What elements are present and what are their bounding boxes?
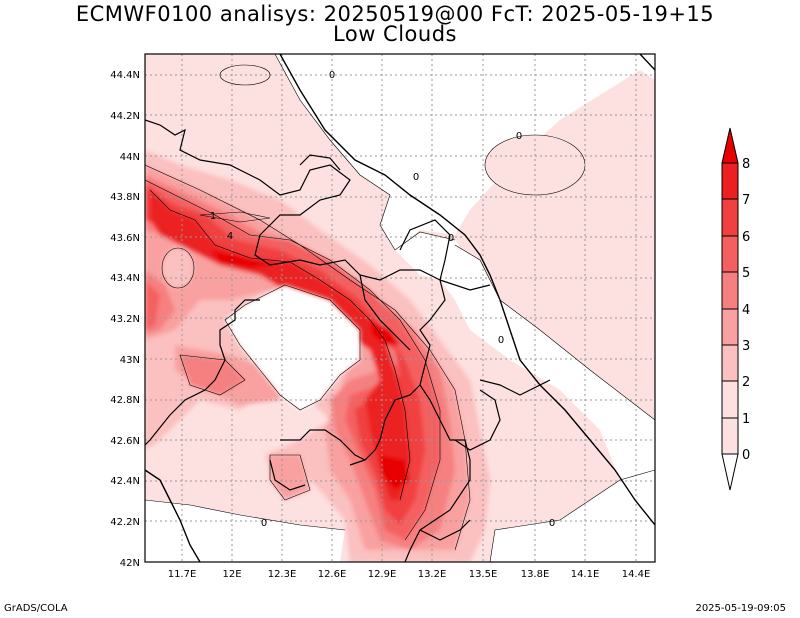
colorbar-bin [721, 308, 739, 346]
colorbar-bottom-arrow [721, 453, 739, 491]
footer-timestamp: 2025-05-19-09:05 [695, 603, 786, 614]
contour-label: 0 [261, 518, 267, 529]
lon-tick-label: 11.7E [168, 569, 197, 580]
contour-label: 0 [498, 335, 504, 346]
contour-label: 0 [329, 70, 335, 81]
lon-tick-label: 14.4E [622, 569, 651, 580]
lat-tick-label: 44.2N [110, 111, 140, 122]
lon-tick-label: 12.9E [368, 569, 397, 580]
colorbar-bin [721, 344, 739, 382]
contour-label: 1 [210, 211, 216, 222]
colorbar-label: 4 [742, 303, 750, 318]
lon-tick-label: 12.3E [268, 569, 297, 580]
cloud-field [145, 54, 655, 562]
lon-axis: 11.7E 12E 12.3E 12.6E 12.9E 13.2E 13.5E … [168, 569, 651, 580]
lat-axis: 44.4N 44.2N 44N 43.8N 43.6N 43.4N 43.2N … [110, 70, 140, 569]
borders [145, 54, 655, 562]
lat-tick-label: 44.4N [110, 70, 140, 81]
contour-label: 0 [413, 172, 419, 183]
colorbar: 8 7 6 5 4 3 2 1 0 [721, 127, 750, 491]
lat-tick-label: 43.6N [110, 233, 140, 244]
colorbar-bin [721, 417, 739, 455]
lon-tick-label: 14.1E [571, 569, 600, 580]
colorbar-label: 0 [742, 448, 750, 463]
lat-tick-label: 43.4N [110, 273, 140, 284]
lon-tick-label: 12.6E [318, 569, 347, 580]
lat-tick-label: 42.2N [110, 517, 140, 528]
footer-credit: GrADS/COLA [4, 603, 68, 614]
colorbar-bin [721, 235, 739, 273]
colorbar-label: 2 [742, 375, 750, 390]
lat-tick-label: 42.6N [110, 436, 140, 447]
colorbar-bin [721, 271, 739, 310]
map-title: ECMWF0100 analisys: 20250519@00 FcT: 202… [75, 2, 715, 26]
colorbar-label: 5 [742, 266, 750, 281]
lon-tick-label: 13.5E [469, 569, 498, 580]
contour-label: 0 [448, 233, 454, 244]
lat-tick-label: 43N [120, 355, 140, 366]
lon-tick-label: 12E [222, 569, 241, 580]
contour-label: 0 [516, 131, 522, 142]
lat-tick-label: 43.2N [110, 314, 140, 325]
contour-value-labels: 0 0 0 0 0 0 0 1 4 [210, 70, 555, 529]
colorbar-bin [721, 380, 739, 419]
lat-tick-label: 42.8N [110, 395, 140, 406]
contour-label: 4 [227, 231, 233, 242]
map-grid [145, 54, 655, 562]
lon-tick-label: 13.2E [418, 569, 447, 580]
map-frame [144, 53, 656, 563]
lat-tick-label: 42.4N [110, 476, 140, 487]
colorbar-bin [721, 198, 739, 237]
colorbar-label: 1 [742, 412, 750, 427]
lat-tick-label: 42N [120, 558, 140, 569]
colorbar-label: 3 [742, 339, 750, 354]
colorbar-label: 6 [742, 230, 750, 245]
map-subtitle: Low Clouds [333, 22, 457, 46]
lat-tick-label: 44N [120, 152, 140, 163]
colorbar-label: 7 [742, 193, 750, 208]
colorbar-bin [721, 162, 739, 200]
lon-tick-label: 13.8E [521, 569, 550, 580]
colorbar-label: 8 [742, 157, 750, 172]
contour-label: 0 [549, 518, 555, 529]
colorbar-top-arrow [721, 127, 739, 164]
lat-tick-label: 43.8N [110, 192, 140, 203]
contour-lines [145, 54, 655, 562]
